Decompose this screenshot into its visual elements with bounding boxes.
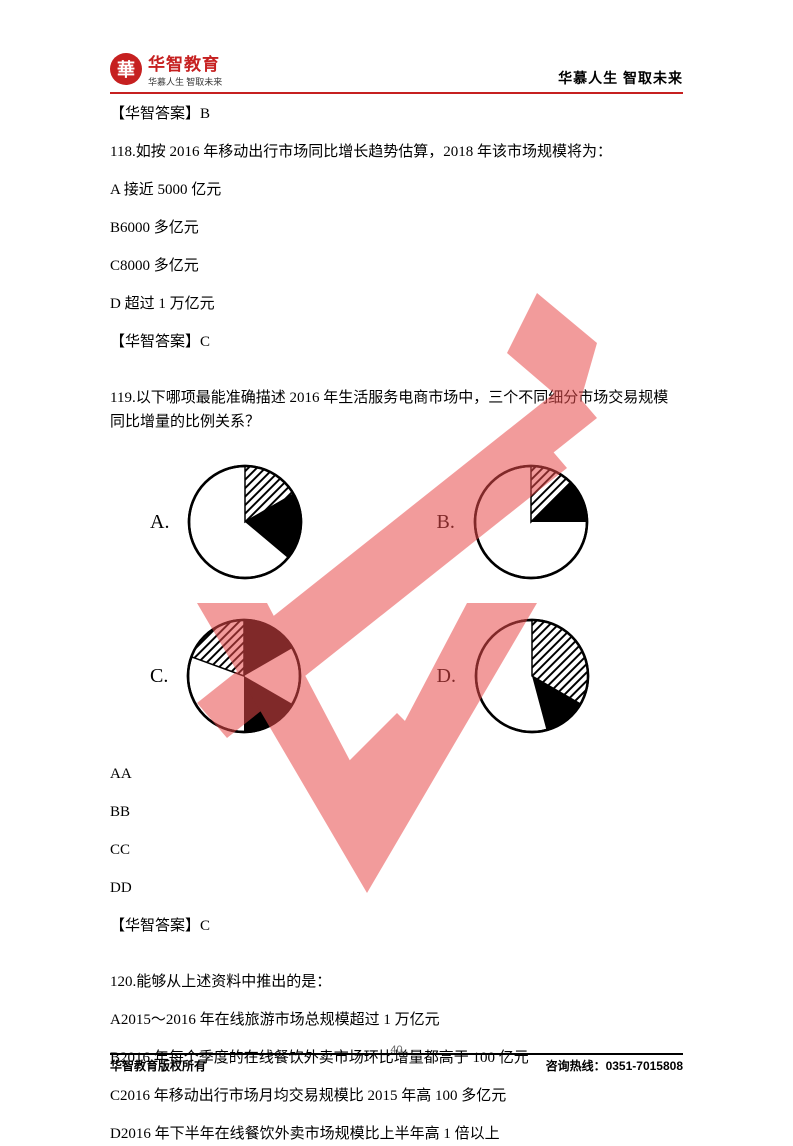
q118-opt-b: B6000 多亿元	[110, 216, 683, 240]
logo-text: 华智教育 华慕人生 智取未来	[148, 50, 222, 88]
q118-opt-c: C8000 多亿元	[110, 254, 683, 278]
pie-charts-grid: A. B. C. D.	[130, 462, 663, 736]
pie-label-b: B.	[437, 511, 455, 534]
q119-list-dd: DD	[110, 876, 683, 900]
page-footer: 华智教育版权所有 40 咨询热线：0351-7015808	[110, 1053, 683, 1074]
q118-opt-a: A 接近 5000 亿元	[110, 178, 683, 202]
logo-block: 華 华智教育 华慕人生 智取未来	[110, 50, 222, 88]
pie-chart-b	[471, 462, 591, 582]
header-slogan: 华慕人生 智取未来	[558, 68, 683, 88]
pie-chart-d	[472, 616, 592, 736]
footer-contact-label: 咨询热线：	[546, 1059, 606, 1073]
logo-title: 华智教育	[148, 50, 222, 75]
page-number: 40	[390, 1044, 402, 1056]
q118-opt-d: D 超过 1 万亿元	[110, 292, 683, 316]
q118-text: 118.如按 2016 年移动出行市场同比增长趋势估算，2018 年该市场规模将…	[110, 140, 683, 164]
footer-contact: 咨询热线：0351-7015808	[546, 1057, 683, 1074]
q119-text: 119.以下哪项最能准确描述 2016 年生活服务电商市场中，三个不同细分市场交…	[110, 386, 683, 434]
pie-chart-c	[184, 616, 304, 736]
logo-subtitle: 华慕人生 智取未来	[148, 75, 222, 88]
q119-list-bb: BB	[110, 800, 683, 824]
pie-label-a: A.	[150, 511, 169, 534]
q119-list-cc: CC	[110, 838, 683, 862]
header-divider	[110, 92, 683, 94]
q120-opt-d: D2016 年下半年在线餐饮外卖市场规模比上半年高 1 倍以上	[110, 1122, 683, 1146]
q118-answer: 【华智答案】C	[110, 330, 683, 354]
answer-117: 【华智答案】B	[110, 102, 683, 126]
pie-cell-b: B.	[417, 462, 664, 582]
footer-row: 华智教育版权所有 40 咨询热线：0351-7015808	[110, 1057, 683, 1074]
footer-copyright: 华智教育版权所有	[110, 1057, 206, 1074]
pie-cell-d: D.	[417, 616, 664, 736]
page: 華 华智教育 华慕人生 智取未来 华慕人生 智取未来 【华智答案】B 118.如…	[0, 0, 793, 1122]
q119-list-aa: AA	[110, 762, 683, 786]
page-header: 華 华智教育 华慕人生 智取未来 华慕人生 智取未来	[110, 50, 683, 88]
logo-icon: 華	[110, 53, 142, 85]
pie-label-c: C.	[150, 665, 168, 688]
q120-opt-c: C2016 年移动出行市场月均交易规模比 2015 年高 100 多亿元	[110, 1084, 683, 1108]
pie-label-d: D.	[437, 665, 456, 688]
q119-answer: 【华智答案】C	[110, 914, 683, 938]
pie-cell-a: A.	[130, 462, 377, 582]
footer-contact-phone: 0351-7015808	[606, 1059, 683, 1073]
q120-opt-a: A2015～2016 年在线旅游市场总规模超过 1 万亿元	[110, 1008, 683, 1032]
pie-chart-a	[185, 462, 305, 582]
q120-text: 120.能够从上述资料中推出的是：	[110, 970, 683, 994]
pie-cell-c: C.	[130, 616, 377, 736]
